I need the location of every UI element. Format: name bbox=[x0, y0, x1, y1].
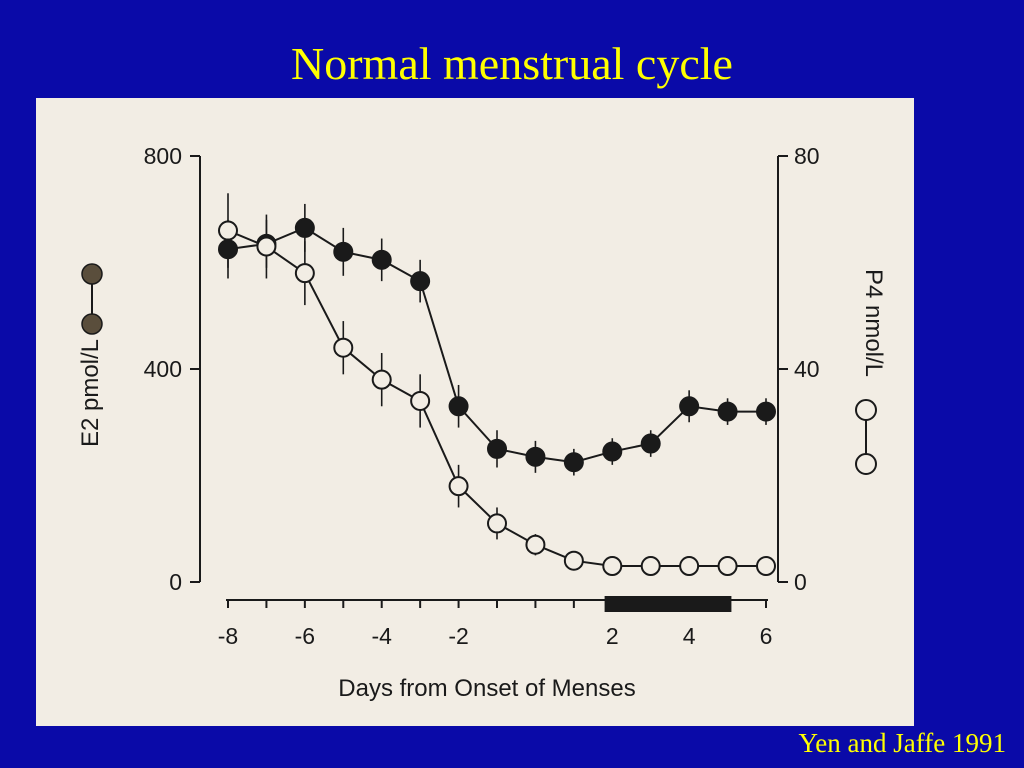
p4-data-point bbox=[487, 513, 507, 534]
e2-data-point bbox=[218, 239, 238, 260]
x-axis-title: Days from Onset of Menses bbox=[338, 675, 635, 702]
x-axis-tick-label: -4 bbox=[371, 623, 392, 649]
p4-data-point bbox=[640, 556, 661, 577]
menses-bar bbox=[604, 596, 732, 612]
data-points bbox=[218, 217, 776, 577]
p4-data-point bbox=[756, 556, 776, 577]
p4-data-point bbox=[679, 556, 700, 577]
legend-e2-marker bbox=[81, 313, 103, 335]
right-axis-title: P4 nmol/L bbox=[860, 269, 887, 377]
e2-data-point bbox=[333, 241, 354, 262]
p4-data-point bbox=[256, 236, 277, 257]
p4-data-point bbox=[218, 220, 238, 241]
e2-data-point bbox=[487, 438, 507, 459]
p4-data-point bbox=[294, 263, 315, 284]
legend-markers bbox=[81, 263, 877, 475]
p4-data-point bbox=[717, 556, 738, 577]
e2-data-point bbox=[294, 217, 315, 238]
e2-data-point bbox=[602, 441, 623, 462]
chart-axes: 0 400 800 0 40 80 -8 -6 -4 -2 2 4 6 bbox=[144, 143, 820, 649]
right-axis-tick-label: 40 bbox=[794, 356, 820, 382]
p4-data-point bbox=[333, 337, 354, 358]
e2-data-point bbox=[563, 452, 584, 473]
e2-data-point bbox=[756, 401, 776, 422]
e2-data-point bbox=[640, 433, 661, 454]
x-axis-tick-label: 6 bbox=[760, 623, 773, 649]
left-axis-title: E2 pmol/L bbox=[77, 339, 104, 447]
citation: Yen and Jaffe 1991 bbox=[798, 728, 1006, 758]
legend-e2-marker bbox=[81, 263, 103, 285]
x-axis-tick-label: 2 bbox=[606, 623, 619, 649]
right-axis-tick-label: 80 bbox=[794, 143, 820, 169]
left-axis-tick-label: 400 bbox=[144, 356, 182, 382]
x-axis-tick-label: -6 bbox=[295, 623, 315, 649]
e2-data-point bbox=[371, 249, 392, 270]
legend-p4-marker bbox=[855, 453, 877, 475]
p4-data-point bbox=[602, 556, 623, 577]
p4-data-point bbox=[371, 369, 392, 390]
e2-data-point bbox=[679, 396, 700, 417]
left-axis-tick-label: 800 bbox=[144, 143, 182, 169]
x-axis-tick-label: -8 bbox=[218, 623, 238, 649]
axis-labels: Days from Onset of Menses E2 pmol/L P4 nmo… bbox=[77, 269, 887, 702]
chart-svg: 0 400 800 0 40 80 -8 -6 -4 -2 2 4 6 Days from Onset … bbox=[77, 143, 887, 702]
x-axis-tick-label: 4 bbox=[683, 623, 696, 649]
e2-data-point bbox=[448, 396, 469, 417]
left-axis-tick-label: 0 bbox=[169, 569, 182, 595]
slide-title: Normal menstrual cycle bbox=[291, 38, 733, 89]
right-axis-tick-label: 0 bbox=[794, 569, 807, 595]
e2-data-point bbox=[717, 401, 738, 422]
p4-data-point bbox=[563, 550, 584, 571]
chart-figure: 0 400 800 0 40 80 -8 -6 -4 -2 2 4 6 Days from Onset … bbox=[36, 98, 914, 726]
e2-data-point bbox=[410, 271, 431, 292]
e2-series-line bbox=[227, 226, 766, 464]
p4-data-point bbox=[448, 476, 469, 497]
p4-data-point bbox=[410, 390, 431, 411]
x-axis-tick-label: -2 bbox=[448, 623, 468, 649]
e2-data-point bbox=[525, 446, 546, 467]
p4-data-point bbox=[525, 534, 546, 555]
legend-p4-marker bbox=[855, 399, 877, 421]
